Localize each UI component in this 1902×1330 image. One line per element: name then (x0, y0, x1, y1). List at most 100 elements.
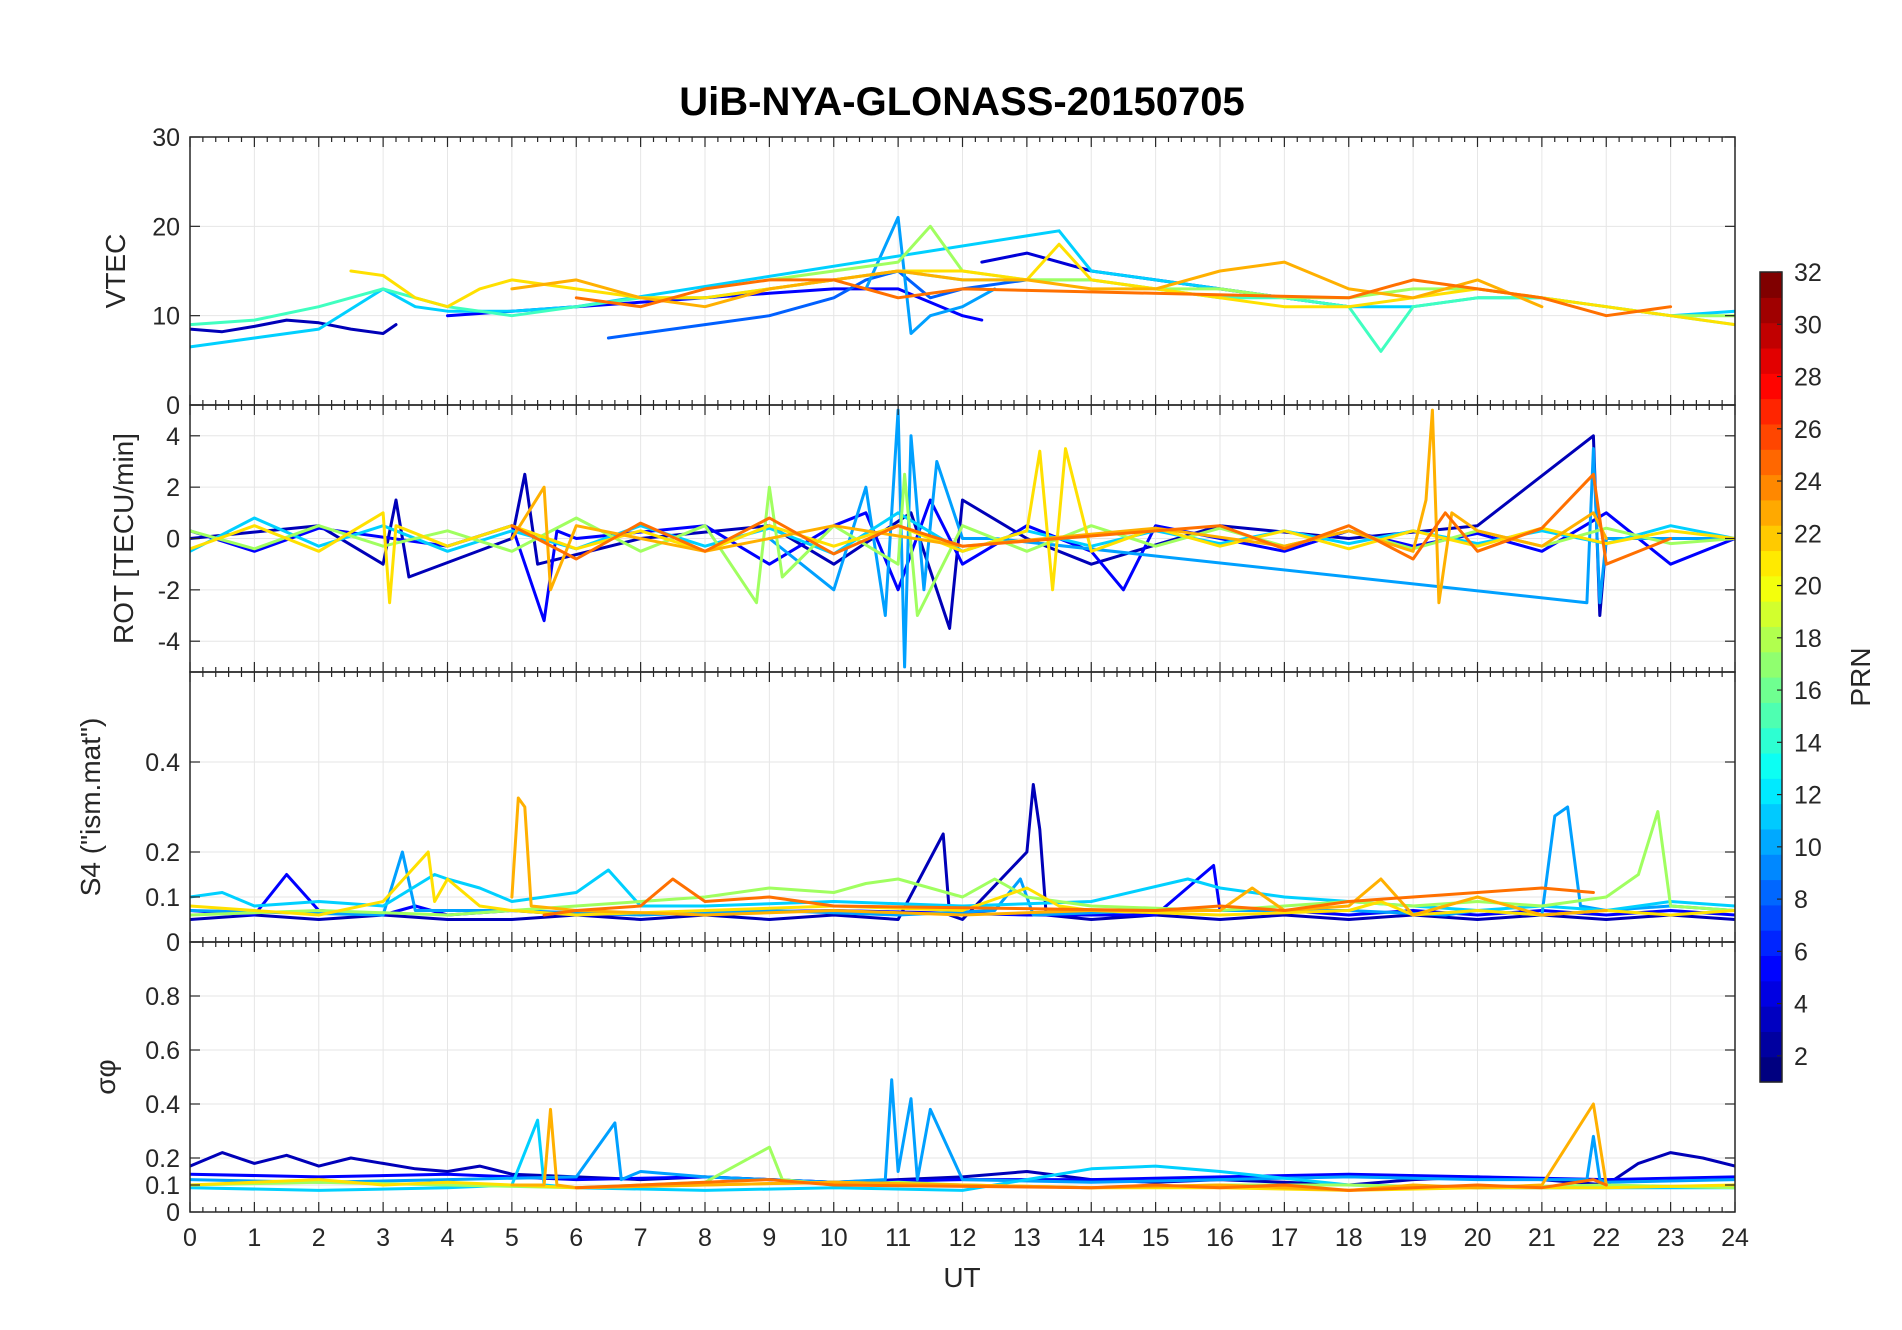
colorbar-tick-label: 26 (1794, 416, 1822, 444)
colorbar-tick-label: 22 (1794, 520, 1822, 548)
colorbar-tick-label: 20 (1794, 573, 1822, 601)
colorbar-segment (1760, 778, 1782, 805)
y-tick-label: 0.8 (145, 983, 180, 1011)
series-line-prn-22 (510, 408, 1608, 605)
series-line-prn-10 (864, 215, 997, 335)
series-line-prn-10 (190, 805, 1735, 917)
x-tick-label: 4 (441, 1224, 455, 1252)
y-tick-label: 0 (166, 526, 180, 554)
y-tick-label: 0.4 (145, 749, 180, 777)
colorbar-segment (1760, 499, 1782, 526)
x-tick-label: 12 (949, 1224, 977, 1252)
x-tick-label: 16 (1206, 1224, 1234, 1252)
y-tick-label: 0.6 (145, 1037, 180, 1065)
y-tick-label: 0.1 (145, 1172, 180, 1200)
colorbar-segment (1760, 879, 1782, 906)
x-tick-label: 23 (1657, 1224, 1685, 1252)
chart-title: UiB-NYA-GLONASS-20150705 (679, 80, 1244, 124)
colorbar-segment (1760, 1031, 1782, 1058)
colorbar-tick-label: 28 (1794, 364, 1822, 392)
x-tick-label: 19 (1399, 1224, 1427, 1252)
colorbar-segment (1760, 702, 1782, 729)
y-tick-label: 10 (152, 303, 180, 331)
colorbar-segment (1760, 601, 1782, 627)
y-tick-label: 4 (166, 423, 180, 451)
y-tick-label: 2 (166, 474, 180, 502)
series-line-prn-24 (510, 472, 1673, 566)
y-tick-label: 0 (166, 392, 180, 420)
y-axis-label: S4 ("ism.mat") (75, 718, 106, 897)
series-line-prn-24 (574, 1178, 1608, 1192)
colorbar-tick-label: 24 (1794, 468, 1822, 496)
colorbar-segment (1760, 980, 1782, 1007)
colorbar-tick-label: 8 (1794, 886, 1808, 914)
x-tick-label: 18 (1335, 1224, 1363, 1252)
colorbar-tick-label: 4 (1794, 991, 1808, 1019)
x-tick-label: 14 (1077, 1224, 1105, 1252)
colorbar-segment (1760, 550, 1782, 577)
y-tick-label: 0 (166, 929, 180, 957)
colorbar-segment (1760, 677, 1782, 703)
colorbar-tick-label: 2 (1794, 1043, 1808, 1071)
colorbar-segment (1760, 930, 1782, 957)
series-line-prn-20 (190, 447, 1735, 605)
colorbar-segment (1760, 803, 1782, 830)
colorbar-segment (1760, 727, 1782, 754)
x-tick-label: 10 (820, 1224, 848, 1252)
x-tick-label: 7 (634, 1224, 648, 1252)
series-line-prn-24 (542, 877, 1595, 917)
y-tick-label: -4 (158, 628, 180, 656)
x-axis-label: UT (943, 1262, 980, 1293)
colorbar-segment (1760, 1006, 1782, 1032)
colorbar-segment (1760, 752, 1782, 779)
colorbar-tick-label: 32 (1794, 259, 1822, 287)
colorbar-segment (1760, 373, 1782, 400)
colorbar-tick-label: 16 (1794, 677, 1822, 705)
x-tick-label: 2 (312, 1224, 326, 1252)
x-tick-label: 8 (698, 1224, 712, 1252)
y-tick-label: -2 (158, 577, 180, 605)
x-tick-label: 3 (376, 1224, 390, 1252)
x-tick-label: 5 (505, 1224, 519, 1252)
colorbar-tick-label: 10 (1794, 834, 1822, 862)
colorbar-segment (1760, 423, 1782, 450)
x-tick-label: 21 (1528, 1224, 1556, 1252)
x-tick-label: 24 (1721, 1224, 1749, 1252)
colorbar-segment (1760, 474, 1782, 501)
x-tick-label: 11 (885, 1224, 911, 1252)
colorbar-segment (1760, 272, 1782, 298)
colorbar-tick-label: 12 (1794, 782, 1822, 810)
y-axis-label: ROT [TECU/min] (108, 433, 139, 644)
series-line-prn-24 (574, 278, 1673, 318)
x-tick-label: 0 (183, 1224, 197, 1252)
panel-1: 0 10 20 30 VTEC (100, 124, 1736, 420)
series-line-prn-17 (190, 810, 1735, 917)
series-line-prn-2 (190, 318, 398, 335)
colorbar-tick-label: 14 (1794, 729, 1822, 757)
colorbar-segment (1760, 398, 1782, 425)
series-line-prn-10 (190, 1078, 1735, 1184)
series-line-prn-20 (190, 850, 1735, 917)
series-line-prn-2 (190, 434, 1735, 630)
panel-3: 0 0.1 0.2 0.4 S4 ("ism.mat") (75, 671, 1736, 957)
colorbar-segment (1760, 575, 1782, 602)
y-tick-label: 30 (152, 124, 180, 152)
colorbar-frame (1759, 271, 1783, 1083)
series-group (190, 408, 1735, 669)
colorbar-tick-label: 30 (1794, 311, 1822, 339)
panel-2: -4 -2 0 2 4 ROT [TECU/min] (108, 404, 1736, 673)
colorbar-segment (1760, 449, 1782, 476)
series-group (190, 215, 1735, 353)
colorbar-segment (1760, 297, 1782, 324)
colorbar-segment (1760, 626, 1782, 653)
colorbar-segment (1760, 1056, 1782, 1083)
y-tick-label: 0.2 (145, 1145, 180, 1173)
colorbar-label: PRN (1845, 647, 1876, 706)
colorbar-segment (1760, 904, 1782, 931)
colorbar-segment (1760, 322, 1782, 349)
y-axis-label: σφ (90, 1059, 121, 1094)
series-line-prn-8 (606, 269, 1029, 340)
colorbar-segment (1760, 525, 1782, 552)
